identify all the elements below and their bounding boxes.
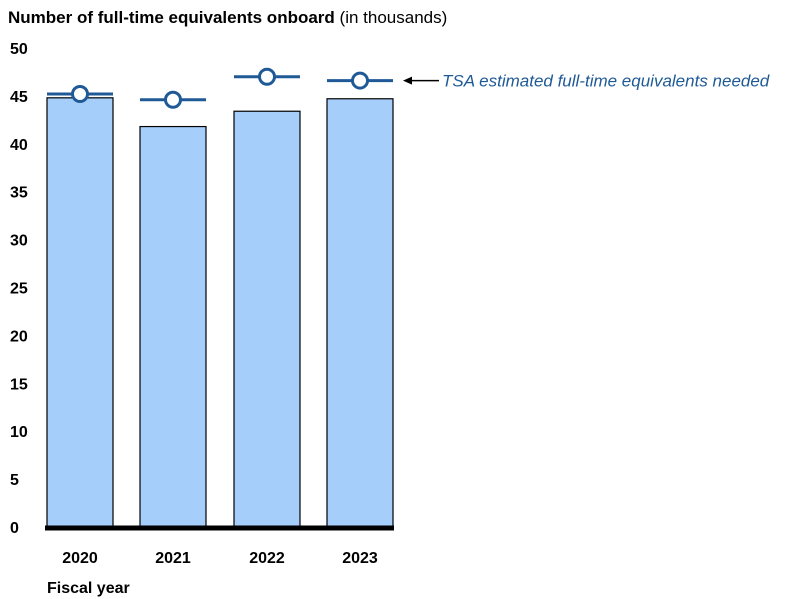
needed-marker-2021 [140, 90, 206, 109]
needed-marker-circle [258, 67, 276, 86]
y-tick-label: 25 [10, 281, 28, 298]
bars [46, 97, 394, 528]
legend-arrow-head [403, 76, 412, 85]
y-tick-label: 5 [10, 472, 19, 489]
needed-marker-circle [71, 84, 89, 103]
bar-2023 [326, 98, 394, 528]
y-axis-ticks: 0 5 10 15 20 25 30 35 40 45 50 [10, 41, 28, 537]
chart-title-unit: (in thousands) [334, 8, 448, 27]
chart-title: Number of full-time equivalents onboard … [8, 8, 447, 28]
needed-marker-2022 [234, 67, 300, 86]
legend-label: TSA estimated full-time equivalents need… [442, 72, 770, 91]
bar-2021 [139, 125, 207, 528]
x-axis-label: Fiscal year [47, 580, 130, 597]
x-tick-label: 2021 [155, 550, 191, 567]
y-tick-label: 10 [10, 424, 28, 441]
needed-marker-circle [164, 90, 182, 109]
y-tick-label: 0 [10, 520, 19, 537]
needed-marker-2020 [47, 84, 113, 103]
y-tick-label: 40 [10, 137, 28, 154]
x-tick-label: 2022 [249, 550, 285, 567]
y-tick-label: 45 [10, 89, 28, 106]
legend-annotation: TSA estimated full-time equivalents need… [403, 72, 770, 91]
bar-2020 [46, 97, 114, 528]
x-tick-label: 2023 [342, 550, 378, 567]
y-tick-label: 35 [10, 185, 28, 202]
bar-2022 [233, 110, 301, 528]
needed-marker-circle [351, 71, 369, 90]
needed-marker-2023 [327, 71, 393, 90]
y-tick-label: 20 [10, 328, 28, 345]
x-axis-ticks: 2020 2021 2022 2023 [62, 550, 378, 567]
y-tick-label: 30 [10, 233, 28, 250]
chart-title-bold: Number of full-time equivalents onboard [8, 8, 335, 27]
x-tick-label: 2020 [62, 550, 98, 567]
y-tick-label: 15 [10, 376, 28, 393]
needed-markers [47, 67, 393, 109]
y-tick-label: 50 [10, 41, 28, 58]
